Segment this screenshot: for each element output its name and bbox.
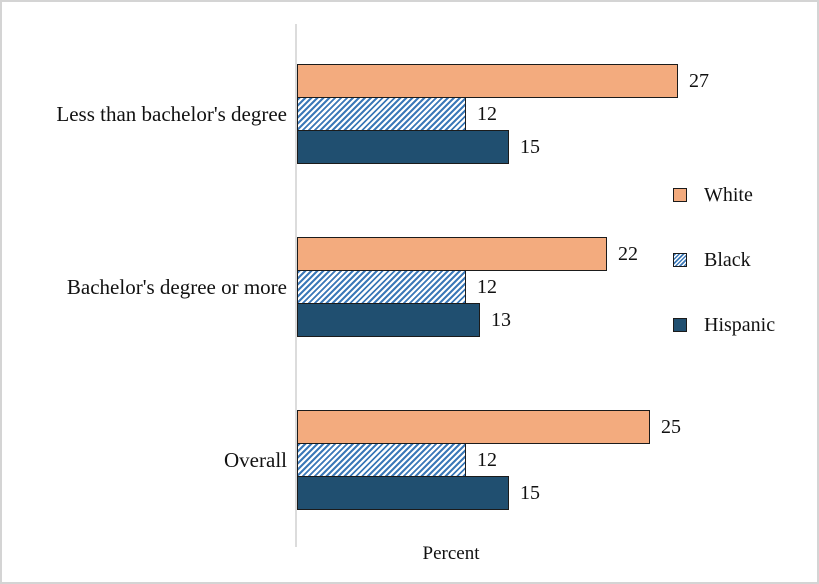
bar-white-2 bbox=[297, 410, 650, 444]
category-label: Bachelor's degree or more bbox=[66, 275, 287, 299]
value-label: 15 bbox=[520, 482, 540, 504]
bar-black-0 bbox=[297, 97, 466, 131]
value-label: 27 bbox=[689, 70, 709, 92]
category-label: Less than bachelor's degree bbox=[56, 102, 287, 126]
legend-label: Black bbox=[704, 249, 751, 271]
value-label: 22 bbox=[618, 243, 638, 265]
legend-swatch-black bbox=[673, 253, 687, 267]
legend-item-white: White bbox=[673, 184, 753, 206]
legend-label: Hispanic bbox=[704, 314, 776, 336]
bar-white-0 bbox=[297, 64, 678, 98]
y-axis-line bbox=[295, 24, 297, 547]
value-label: 12 bbox=[477, 103, 497, 125]
legend-item-black: Black bbox=[673, 249, 751, 271]
value-label: 15 bbox=[520, 136, 540, 158]
legend-swatch-hispanic bbox=[673, 318, 687, 332]
legend-label: White bbox=[704, 184, 753, 206]
bar-hispanic-2 bbox=[297, 476, 509, 510]
value-label: 12 bbox=[477, 276, 497, 298]
bar-hispanic-0 bbox=[297, 130, 509, 164]
legend-swatch-white bbox=[673, 188, 687, 202]
value-label: 13 bbox=[491, 309, 511, 331]
bar-black-2 bbox=[297, 443, 466, 477]
bar-black-1 bbox=[297, 270, 466, 304]
x-axis-title: Percent bbox=[422, 543, 480, 564]
category-label: Overall bbox=[224, 448, 287, 472]
bar-hispanic-1 bbox=[297, 303, 480, 337]
legend-item-hispanic: Hispanic bbox=[673, 314, 775, 336]
value-label: 25 bbox=[661, 416, 681, 438]
bar-white-1 bbox=[297, 237, 607, 271]
value-label: 12 bbox=[477, 449, 497, 471]
